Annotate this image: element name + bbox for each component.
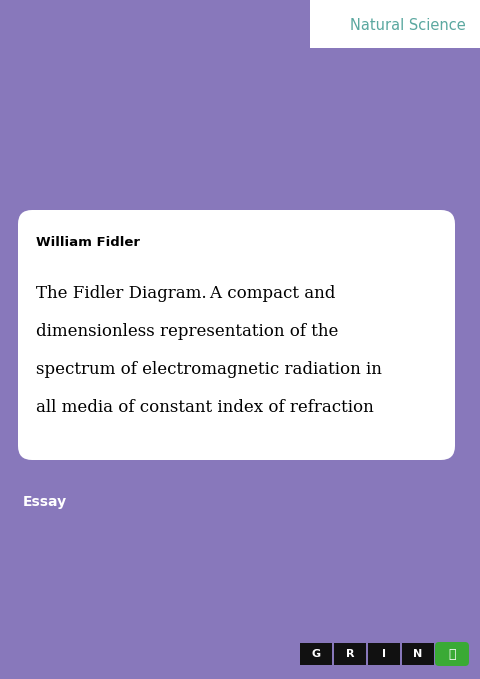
Text: I: I bbox=[382, 649, 386, 659]
Text: N: N bbox=[413, 649, 422, 659]
Bar bbox=[0, 0, 310, 48]
Bar bbox=[334, 643, 366, 665]
Text: G: G bbox=[312, 649, 321, 659]
Bar bbox=[368, 643, 400, 665]
Text: spectrum of electromagnetic radiation in: spectrum of electromagnetic radiation in bbox=[36, 361, 382, 378]
FancyBboxPatch shape bbox=[435, 642, 469, 666]
Bar bbox=[0, 0, 300, 48]
Text: William Fidler: William Fidler bbox=[36, 236, 140, 249]
FancyBboxPatch shape bbox=[18, 210, 455, 460]
Bar bbox=[402, 643, 434, 665]
Text: The Fidler Diagram. A compact and: The Fidler Diagram. A compact and bbox=[36, 285, 336, 302]
Text: Essay: Essay bbox=[23, 495, 67, 509]
Text: dimensionless representation of the: dimensionless representation of the bbox=[36, 323, 338, 340]
Bar bbox=[0, 0, 480, 48]
Bar bbox=[300, 643, 332, 665]
Text: 🙂: 🙂 bbox=[448, 648, 456, 661]
FancyBboxPatch shape bbox=[0, 0, 310, 53]
Text: Natural Science: Natural Science bbox=[350, 18, 466, 33]
Text: all media of constant index of refraction: all media of constant index of refractio… bbox=[36, 399, 374, 416]
Text: R: R bbox=[346, 649, 354, 659]
